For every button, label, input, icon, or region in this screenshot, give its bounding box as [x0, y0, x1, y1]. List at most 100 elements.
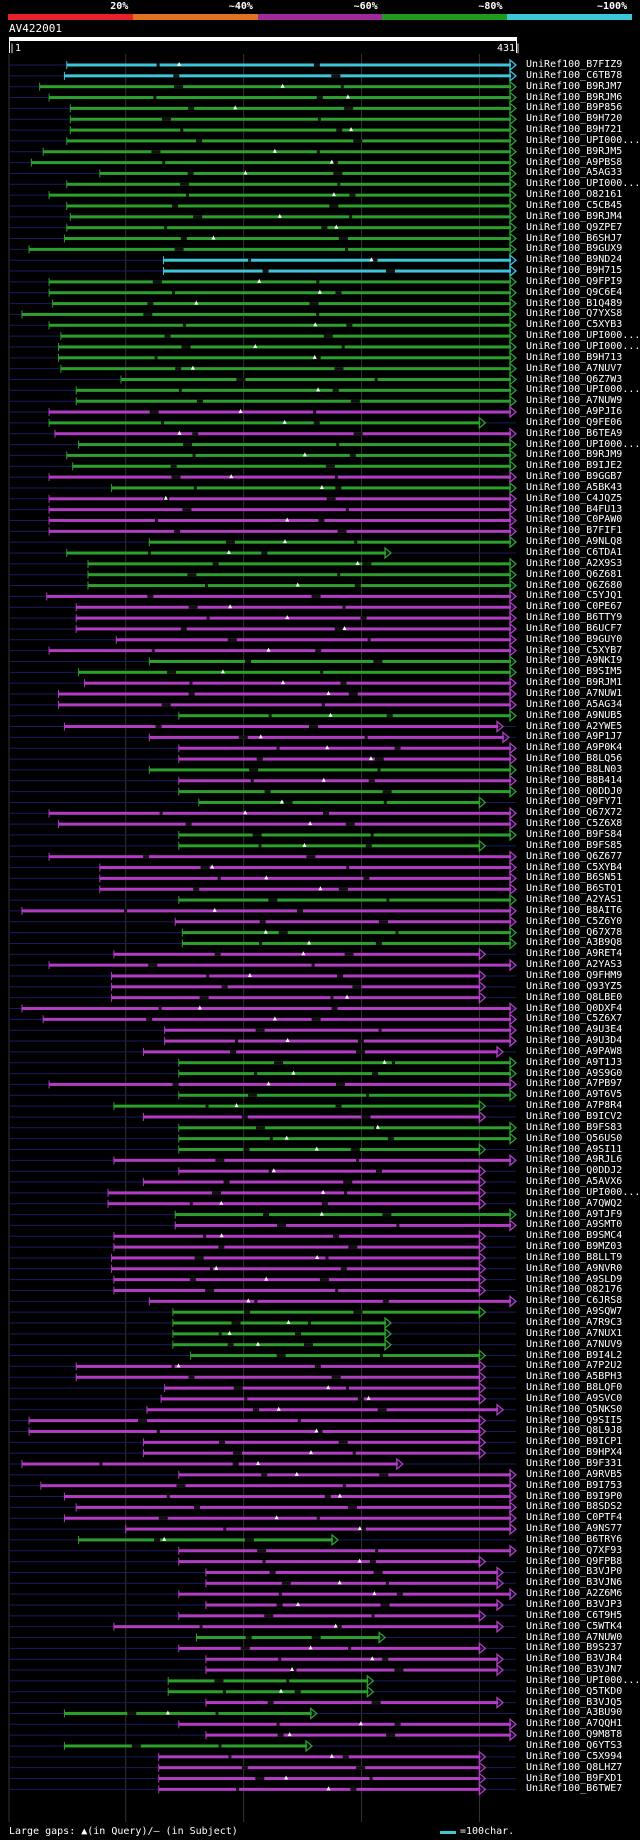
hit-label[interactable]: UniRef100_C5XYB3	[526, 319, 623, 331]
hit-label[interactable]: UniRef100_C6JRS8	[526, 1295, 623, 1307]
hit-label[interactable]: UniRef100_A2YAS3	[526, 959, 623, 971]
hit-label[interactable]: UniRef100_A5AG33	[526, 167, 623, 179]
hit-label[interactable]: UniRef100_B7FIZ9	[526, 59, 623, 70]
hit-label[interactable]: UniRef100_B3VJR4	[526, 1653, 623, 1665]
hit-label[interactable]: UniRef100_B6STQ1	[526, 883, 623, 895]
hit-label[interactable]: UniRef100_B9S237	[526, 1642, 623, 1654]
hit-label[interactable]: UniRef100_A9NVR0	[526, 1262, 623, 1274]
hit-label[interactable]: UniRef100_B7FIF1	[526, 525, 623, 537]
hit-label[interactable]: UniRef100_B6TEA9	[526, 427, 623, 439]
hit-label[interactable]: UniRef100_C0PTF4	[526, 1512, 623, 1524]
hit-label[interactable]: UniRef100_A9SMT0	[526, 1219, 623, 1231]
hit-label[interactable]: UniRef100_A7NUW9	[526, 395, 623, 407]
hit-label[interactable]: UniRef100_C5XYB7	[526, 644, 623, 656]
hit-label[interactable]: UniRef100_B9RJM7	[526, 80, 623, 92]
hit-label[interactable]: UniRef100_B3VJP0	[526, 1566, 623, 1578]
hit-label[interactable]: UniRef100_B6TWE7	[526, 1783, 623, 1795]
hit-label[interactable]: UniRef100_B8LQF0	[526, 1382, 623, 1394]
hit-label[interactable]: UniRef100_A9U3E4	[526, 1024, 623, 1036]
hit-label[interactable]: UniRef100_A2YWE5	[526, 720, 623, 732]
hit-label[interactable]: UniRef100_B9FS83	[526, 1121, 623, 1133]
hit-label[interactable]: UniRef100_A7QWQ2	[526, 1197, 623, 1209]
hit-label[interactable]: UniRef100_C0PE67	[526, 601, 623, 613]
hit-label[interactable]: UniRef100_A9SVC0	[526, 1392, 623, 1404]
hit-label[interactable]: UniRef100_A5AVX6	[526, 1176, 623, 1188]
hit-label[interactable]: UniRef100_A9T1J3	[526, 1056, 623, 1068]
hit-label[interactable]: UniRef100_B3VJQ5	[526, 1696, 623, 1708]
hit-label[interactable]: UniRef100_B8LQ56	[526, 753, 623, 765]
hit-label[interactable]: UniRef100_O82161	[526, 189, 623, 201]
hit-label[interactable]: UniRef100_A7NUX1	[526, 1327, 623, 1339]
hit-label[interactable]: UniRef100_Q9FHM9	[526, 969, 623, 981]
hit-label[interactable]: UniRef100_B9HPX4	[526, 1447, 623, 1459]
hit-label[interactable]: UniRef100_A7P8R4	[526, 1100, 623, 1112]
hit-label[interactable]: UniRef100_A9U3D4	[526, 1035, 623, 1047]
hit-label[interactable]: UniRef100_Q8L9J8	[526, 1425, 623, 1437]
hit-label[interactable]: UniRef100_UPI000...	[526, 438, 640, 450]
hit-label[interactable]: UniRef100_A9NKI9	[526, 655, 623, 667]
hit-label[interactable]: UniRef100_B9H713	[526, 351, 623, 363]
hit-label[interactable]: UniRef100_Q9SII5	[526, 1414, 623, 1426]
hit-label[interactable]: UniRef100_B9H721	[526, 124, 623, 136]
hit-label[interactable]: UniRef100_B9MZ03	[526, 1241, 623, 1253]
hit-label[interactable]: UniRef100_B9SIM5	[526, 666, 623, 678]
hit-label[interactable]: UniRef100_B6SN51	[526, 872, 623, 884]
hit-label[interactable]: UniRef100_Q67X78	[526, 926, 623, 938]
hit-label[interactable]: UniRef100_C5Z6Y0	[526, 915, 623, 927]
hit-label[interactable]: UniRef100_B9ND24	[526, 254, 623, 266]
hit-label[interactable]: UniRef100_B9F331	[526, 1458, 623, 1469]
hit-label[interactable]: UniRef100_Q0DXF4	[526, 1002, 623, 1014]
hit-label[interactable]: UniRef100_B8SDS2	[526, 1501, 623, 1513]
hit-label[interactable]: UniRef100_B6SHJ7	[526, 232, 623, 244]
hit-label[interactable]: UniRef100_A7NUV7	[526, 362, 623, 374]
hit-label[interactable]: UniRef100_UPI000...	[526, 330, 640, 342]
hit-label[interactable]: UniRef100_A2YAS1	[526, 894, 623, 906]
hit-label[interactable]: UniRef100_C0PAW0	[526, 514, 623, 526]
hit-label[interactable]: UniRef100_Q56US0	[526, 1132, 623, 1144]
hit-label[interactable]: UniRef100_C6TDA1	[526, 547, 623, 559]
hit-label[interactable]: UniRef100_A5BPH3	[526, 1371, 623, 1383]
hit-label[interactable]: UniRef100_A7QQH1	[526, 1718, 623, 1730]
hit-label[interactable]: UniRef100_A9PAW8	[526, 1045, 623, 1057]
hit-label[interactable]: UniRef100_Q9M8T8	[526, 1729, 623, 1741]
hit-label[interactable]: UniRef100_A9NS77	[526, 1523, 623, 1535]
hit-label[interactable]: UniRef100_A7P2U2	[526, 1360, 623, 1372]
hit-label[interactable]: UniRef100_Q9ZPE7	[526, 221, 623, 233]
hit-label[interactable]: UniRef100_B9GGB7	[526, 471, 623, 483]
hit-label[interactable]: UniRef100_C5CB45	[526, 199, 623, 211]
hit-label[interactable]: UniRef100_C5X994	[526, 1750, 623, 1762]
hit-label[interactable]: UniRef100_B9FXD1	[526, 1772, 623, 1784]
hit-label[interactable]: UniRef100_A7R9C3	[526, 1317, 623, 1329]
hit-label[interactable]: UniRef100_C5WTK4	[526, 1620, 623, 1632]
hit-label[interactable]: UniRef100_B9RJM9	[526, 449, 623, 461]
hit-label[interactable]: UniRef100_B9GUY0	[526, 633, 623, 645]
hit-label[interactable]: UniRef100_Q6Z680	[526, 579, 623, 591]
hit-label[interactable]: UniRef100_Q9FPB8	[526, 1555, 623, 1567]
hit-label[interactable]: UniRef100_A7NUW0	[526, 1631, 623, 1643]
hit-label[interactable]: UniRef100_Q7YXS8	[526, 308, 623, 320]
hit-label[interactable]: UniRef100_B9I753	[526, 1479, 623, 1491]
hit-label[interactable]: UniRef100_Q5TKD0	[526, 1685, 623, 1697]
hit-label[interactable]: UniRef100_UPI000...	[526, 340, 640, 352]
hit-label[interactable]: UniRef100_A7NUW1	[526, 688, 623, 699]
hit-label[interactable]: UniRef100_Q6Z681	[526, 568, 623, 580]
hit-label[interactable]: UniRef100_B1Q489	[526, 297, 623, 309]
hit-label[interactable]: UniRef100_A7PB97	[526, 1078, 623, 1090]
hit-label[interactable]: UniRef100_A5BK43	[526, 481, 623, 493]
hit-label[interactable]: UniRef100_Q5NKS0	[526, 1403, 623, 1415]
hit-label[interactable]: UniRef100_A9SI11	[526, 1143, 623, 1155]
hit-label[interactable]: UniRef100_B9I4L2	[526, 1349, 623, 1361]
hit-label[interactable]: UniRef100_C5Z6X7	[526, 1013, 623, 1025]
hit-label[interactable]: UniRef100_A9P1J7	[526, 731, 623, 743]
hit-label[interactable]: UniRef100_B9ICV2	[526, 1110, 623, 1122]
hit-label[interactable]: UniRef100_B9SMC4	[526, 1230, 623, 1242]
hit-label[interactable]: UniRef100_B6TRY6	[526, 1533, 623, 1545]
hit-label[interactable]: UniRef100_A9SQW7	[526, 1306, 623, 1318]
hit-label[interactable]: UniRef100_B8LN03	[526, 763, 623, 775]
hit-label[interactable]: UniRef100_UPI000...	[526, 178, 640, 190]
hit-label[interactable]: UniRef100_B4FU13	[526, 503, 623, 515]
hit-label[interactable]: UniRef100_C5XYB4	[526, 861, 623, 873]
hit-label[interactable]: UniRef100_B8B414	[526, 774, 623, 786]
hit-label[interactable]: UniRef100_Q9FE06	[526, 416, 623, 428]
hit-label[interactable]: UniRef100_A9PBS8	[526, 156, 623, 168]
